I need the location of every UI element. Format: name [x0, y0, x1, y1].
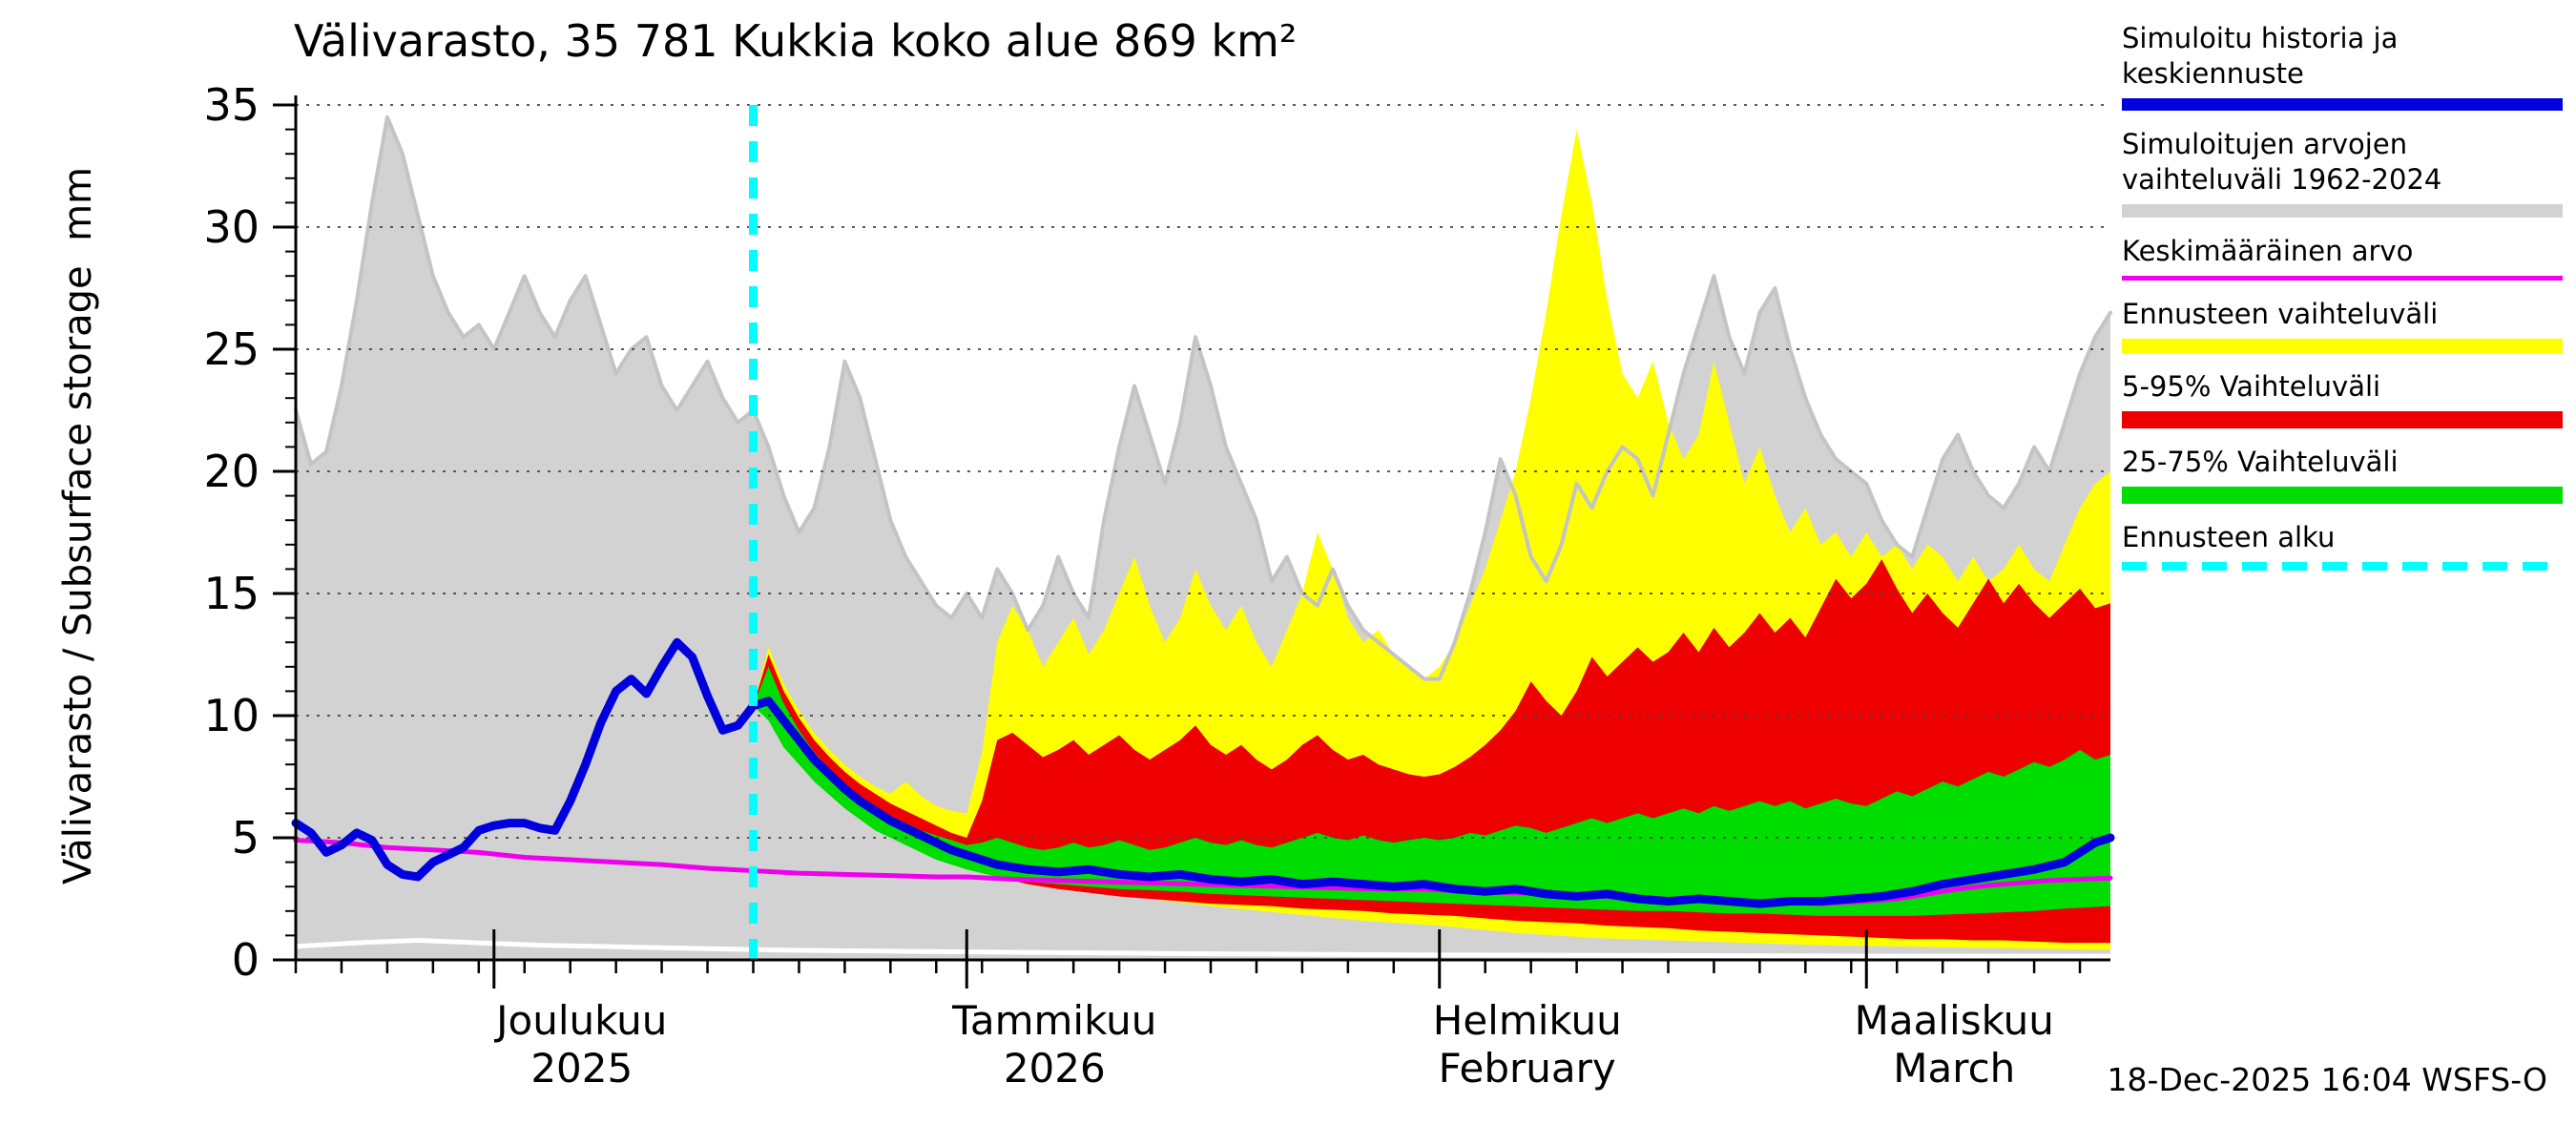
legend-swatch-sim-history [2122, 98, 2563, 111]
month-label-Helmikuu: Helmikuu [1433, 997, 1622, 1044]
legend-item-range-25-75: 25-75% Vaihteluväli [2122, 445, 2563, 504]
chart-title: Välivarasto, 35 781 Kukkia koko alue 869… [294, 15, 1298, 67]
series-range_25_75 [753, 666, 2110, 916]
legend-label: Ennusteen alku [2122, 521, 2336, 553]
month-sublabel-Joulukuu: 2025 [530, 1045, 633, 1092]
y-tick-label: 35 [203, 79, 260, 131]
timestamp: 18-Dec-2025 16:04 WSFS-O [2107, 1061, 2547, 1098]
legend: Simuloitu historia ja keskiennuste Simuloi… [2122, 21, 2563, 587]
legend-label: 25-75% Vaihteluväli [2122, 446, 2399, 478]
legend-swatch-sim-range [2122, 204, 2563, 218]
legend-swatch-range-5-95 [2122, 411, 2563, 428]
legend-swatch-forecast-range [2122, 339, 2563, 353]
y-tick-label: 5 [232, 812, 260, 864]
y-tick-label: 20 [203, 446, 260, 497]
y-tick-label: 10 [203, 690, 260, 741]
series-sim_history_and_mean_forecast [291, 637, 2115, 908]
legend-label: 5-95% Vaihteluväli [2122, 370, 2381, 403]
y-axis-label: Välivarasto / Subsurface storage mm [56, 166, 100, 885]
month-label-Tammikuu: Tammikuu [951, 997, 1156, 1044]
y-tick-label: 25 [203, 323, 260, 375]
series-sim_range_outline [294, 114, 2112, 681]
legend-label: Ennusteen vaihteluväli [2122, 298, 2439, 330]
legend-label: vaihteluväli 1962-2024 [2122, 163, 2442, 196]
y-tick-label: 15 [203, 568, 260, 619]
legend-swatch-forecast-start [2122, 562, 2563, 571]
month-sublabel-Maaliskuu: March [1893, 1045, 2015, 1092]
legend-item-mean-value: Keskimääräinen arvo [2122, 234, 2563, 281]
y-tick-label: 0 [232, 934, 260, 986]
legend-item-sim-range: Simuloitujen arvojen vaihteluväli 1962-20… [2122, 127, 2563, 218]
legend-item-sim-history: Simuloitu historia ja keskiennuste [2122, 21, 2563, 111]
legend-label: Simuloitujen arvojen [2122, 128, 2408, 160]
month-label-Joulukuu: Joulukuu [493, 997, 667, 1044]
legend-label: Simuloitu historia ja [2122, 22, 2399, 54]
month-sublabel-Tammikuu: 2026 [1004, 1045, 1106, 1092]
legend-label: Keskimääräinen arvo [2122, 235, 2414, 267]
y-tick-label: 30 [203, 201, 260, 253]
month-label-Maaliskuu: Maaliskuu [1855, 997, 2054, 1044]
legend-label: keskiennuste [2122, 57, 2304, 90]
legend-swatch-mean-value [2122, 276, 2563, 281]
legend-item-forecast-range: Ennusteen vaihteluväli [2122, 297, 2563, 353]
legend-item-range-5-95: 5-95% Vaihteluväli [2122, 369, 2563, 428]
legend-swatch-range-25-75 [2122, 487, 2563, 504]
month-sublabel-Helmikuu: February [1439, 1045, 1616, 1092]
legend-item-forecast-start: Ennusteen alku [2122, 520, 2563, 571]
series-mean_value [293, 838, 2113, 906]
